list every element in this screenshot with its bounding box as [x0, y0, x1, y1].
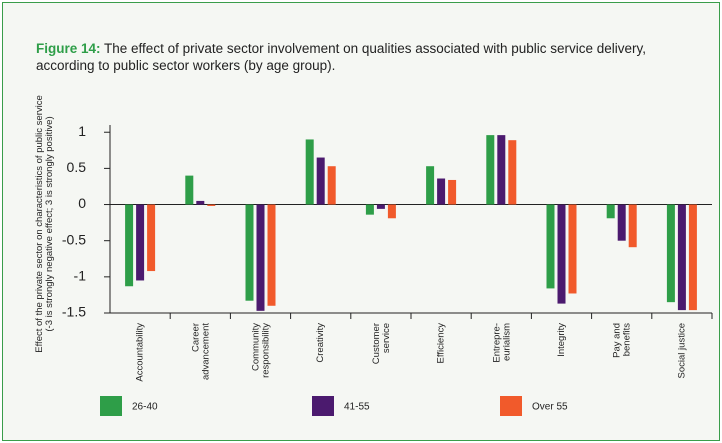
bar: [376, 204, 385, 209]
bar: [125, 204, 134, 287]
bar: [557, 204, 566, 304]
bar: [207, 204, 216, 206]
bar: [267, 204, 276, 306]
bar: [606, 204, 615, 219]
legend-swatch: [500, 396, 522, 416]
y-tick-label: 0.5: [67, 159, 87, 175]
x-tick-label: Accountability: [135, 323, 146, 382]
y-axis-label: Effect of the private sector on characte…: [34, 95, 55, 353]
y-tick-label: -1.5: [62, 304, 86, 320]
bar: [486, 135, 495, 205]
bar: [508, 140, 517, 205]
legend-swatch: [100, 396, 122, 416]
bar: [617, 204, 626, 241]
bar: [546, 204, 555, 289]
x-tick-label: Entrepre-eurialism: [491, 323, 512, 363]
chart-title: Figure 14: The effect of private sector …: [36, 40, 686, 74]
bar: [365, 204, 374, 215]
bar: [426, 166, 435, 205]
x-tick-label: Integrity: [556, 323, 567, 357]
x-tick-label: Social justice: [676, 323, 687, 378]
x-tick-label: Efficiency: [436, 323, 447, 364]
x-tick-label: Creativity: [315, 323, 326, 363]
y-tick-label: 1: [78, 123, 86, 139]
x-tick-label: Pay andbenefits: [611, 323, 632, 358]
bar: [448, 179, 457, 205]
x-tick-label: Careeradvancement: [190, 323, 211, 380]
bar: [497, 135, 506, 205]
bar: [185, 175, 194, 205]
x-tick-label: Customerservice: [370, 323, 391, 364]
bar: [677, 204, 686, 311]
bar: [136, 204, 145, 281]
legend-label: 26-40: [132, 402, 158, 413]
bar: [316, 157, 325, 205]
bar: [628, 204, 637, 248]
figure-label: Figure 14:: [36, 41, 101, 56]
bar: [666, 204, 675, 303]
y-tick-label: 0: [78, 195, 86, 211]
y-tick-label: -1: [74, 268, 87, 284]
title-text: The effect of private sector involvement…: [36, 41, 647, 73]
legend-swatch: [312, 396, 334, 416]
bar: [327, 166, 336, 205]
legend-label: Over 55: [532, 402, 568, 413]
bar: [256, 204, 265, 311]
bar: [688, 204, 697, 311]
bar: [437, 178, 446, 205]
legend-label: 41-55: [344, 402, 370, 413]
x-tick-label: Communityresponsibility: [250, 323, 271, 378]
y-tick-label: -0.5: [62, 231, 86, 247]
bar: [196, 200, 205, 205]
bar: [387, 204, 396, 219]
bar: [147, 204, 156, 272]
bar: [568, 204, 577, 294]
bar: [305, 139, 314, 205]
bar: [245, 204, 254, 301]
